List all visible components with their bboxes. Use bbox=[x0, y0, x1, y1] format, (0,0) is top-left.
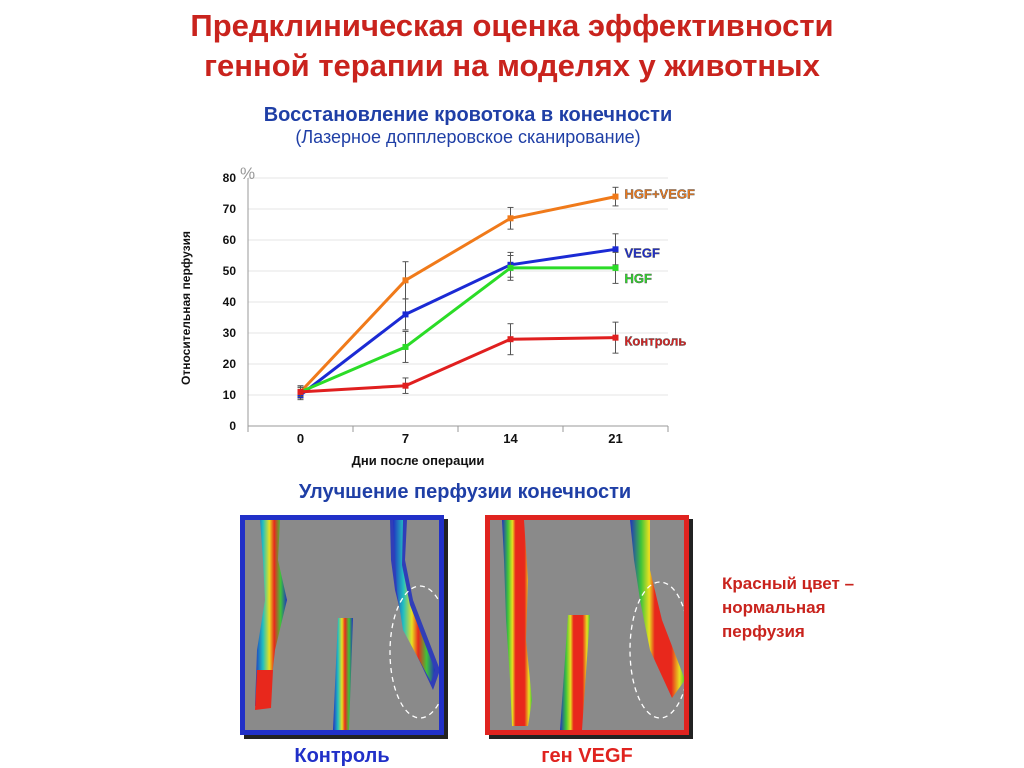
data-point bbox=[507, 264, 514, 271]
y-tick-label: 60 bbox=[223, 233, 237, 247]
vegf-label: ген VEGF bbox=[541, 745, 633, 767]
data-point bbox=[612, 334, 619, 341]
series-label: VEGF bbox=[625, 245, 660, 260]
slide-title: Предклиническая оценка эффективности ген… bbox=[0, 6, 1024, 86]
control-perfusion-image bbox=[240, 515, 444, 735]
series-VEGF bbox=[297, 233, 619, 401]
red-color-note: Красный цвет – нормальная перфузия bbox=[722, 574, 855, 641]
vegf-perfusion-image bbox=[485, 515, 689, 735]
slide-title-line-2: генной терапии на моделях у животных bbox=[204, 48, 820, 83]
data-point bbox=[402, 311, 409, 318]
x-tick-label: 21 bbox=[608, 431, 622, 446]
y-tick-label: 10 bbox=[223, 388, 237, 402]
series-line bbox=[299, 266, 616, 394]
series-line bbox=[300, 336, 616, 394]
y-tick-label: 80 bbox=[223, 171, 237, 185]
chart-labels: 0 10 20 30 40 50 60 70 80 0 7 14 21 Дни после операци… bbox=[179, 164, 695, 468]
y-tick-label: 30 bbox=[223, 326, 237, 340]
perfusion-line-chart: 0 10 20 30 40 50 60 70 80 0 7 14 21 Дни после операци… bbox=[179, 164, 695, 468]
data-point bbox=[402, 343, 409, 350]
images-title: Улучшение перфузии конечности bbox=[298, 481, 632, 503]
x-axis-label: Дни после операции bbox=[352, 453, 485, 468]
series-HGF bbox=[297, 251, 619, 398]
series-label: HGF+VEGF bbox=[625, 187, 695, 202]
y-tick-label: 70 bbox=[223, 202, 237, 216]
series-Контроль bbox=[297, 321, 619, 398]
chart-subtitle: (Лазерное допплеровское сканирование) bbox=[295, 127, 641, 147]
series-line bbox=[299, 247, 616, 397]
y-axis-label: Относительная перфузия bbox=[179, 231, 193, 385]
x-tick-label: 0 bbox=[297, 431, 304, 446]
data-point bbox=[612, 193, 619, 200]
chart-axes bbox=[247, 178, 669, 432]
data-point bbox=[612, 246, 619, 253]
chart-title: Восстановление кровотока в конечности bbox=[263, 104, 673, 126]
y-tick-label: 0 bbox=[229, 419, 236, 433]
y-tick-label: 40 bbox=[223, 295, 237, 309]
data-point bbox=[612, 264, 619, 271]
y-tick-label: 20 bbox=[223, 357, 237, 371]
data-point bbox=[402, 382, 409, 389]
y-tick-label: 50 bbox=[223, 264, 237, 278]
control-label: Контроль bbox=[294, 745, 390, 767]
data-point bbox=[297, 388, 304, 395]
series-line bbox=[299, 195, 616, 393]
series-label: Контроль bbox=[625, 334, 687, 349]
x-tick-label: 7 bbox=[402, 431, 409, 446]
data-point bbox=[507, 215, 514, 222]
series-label: HGF bbox=[625, 271, 653, 286]
slide-title-line-1: Предклиническая оценка эффективности bbox=[190, 8, 834, 43]
chart-grid bbox=[248, 177, 668, 396]
y-unit-label: % bbox=[240, 164, 255, 183]
x-tick-label: 14 bbox=[503, 431, 518, 446]
chart-series bbox=[297, 186, 619, 401]
data-point bbox=[507, 336, 514, 343]
data-point bbox=[402, 277, 409, 284]
series-HGF+VEGF bbox=[297, 186, 619, 399]
